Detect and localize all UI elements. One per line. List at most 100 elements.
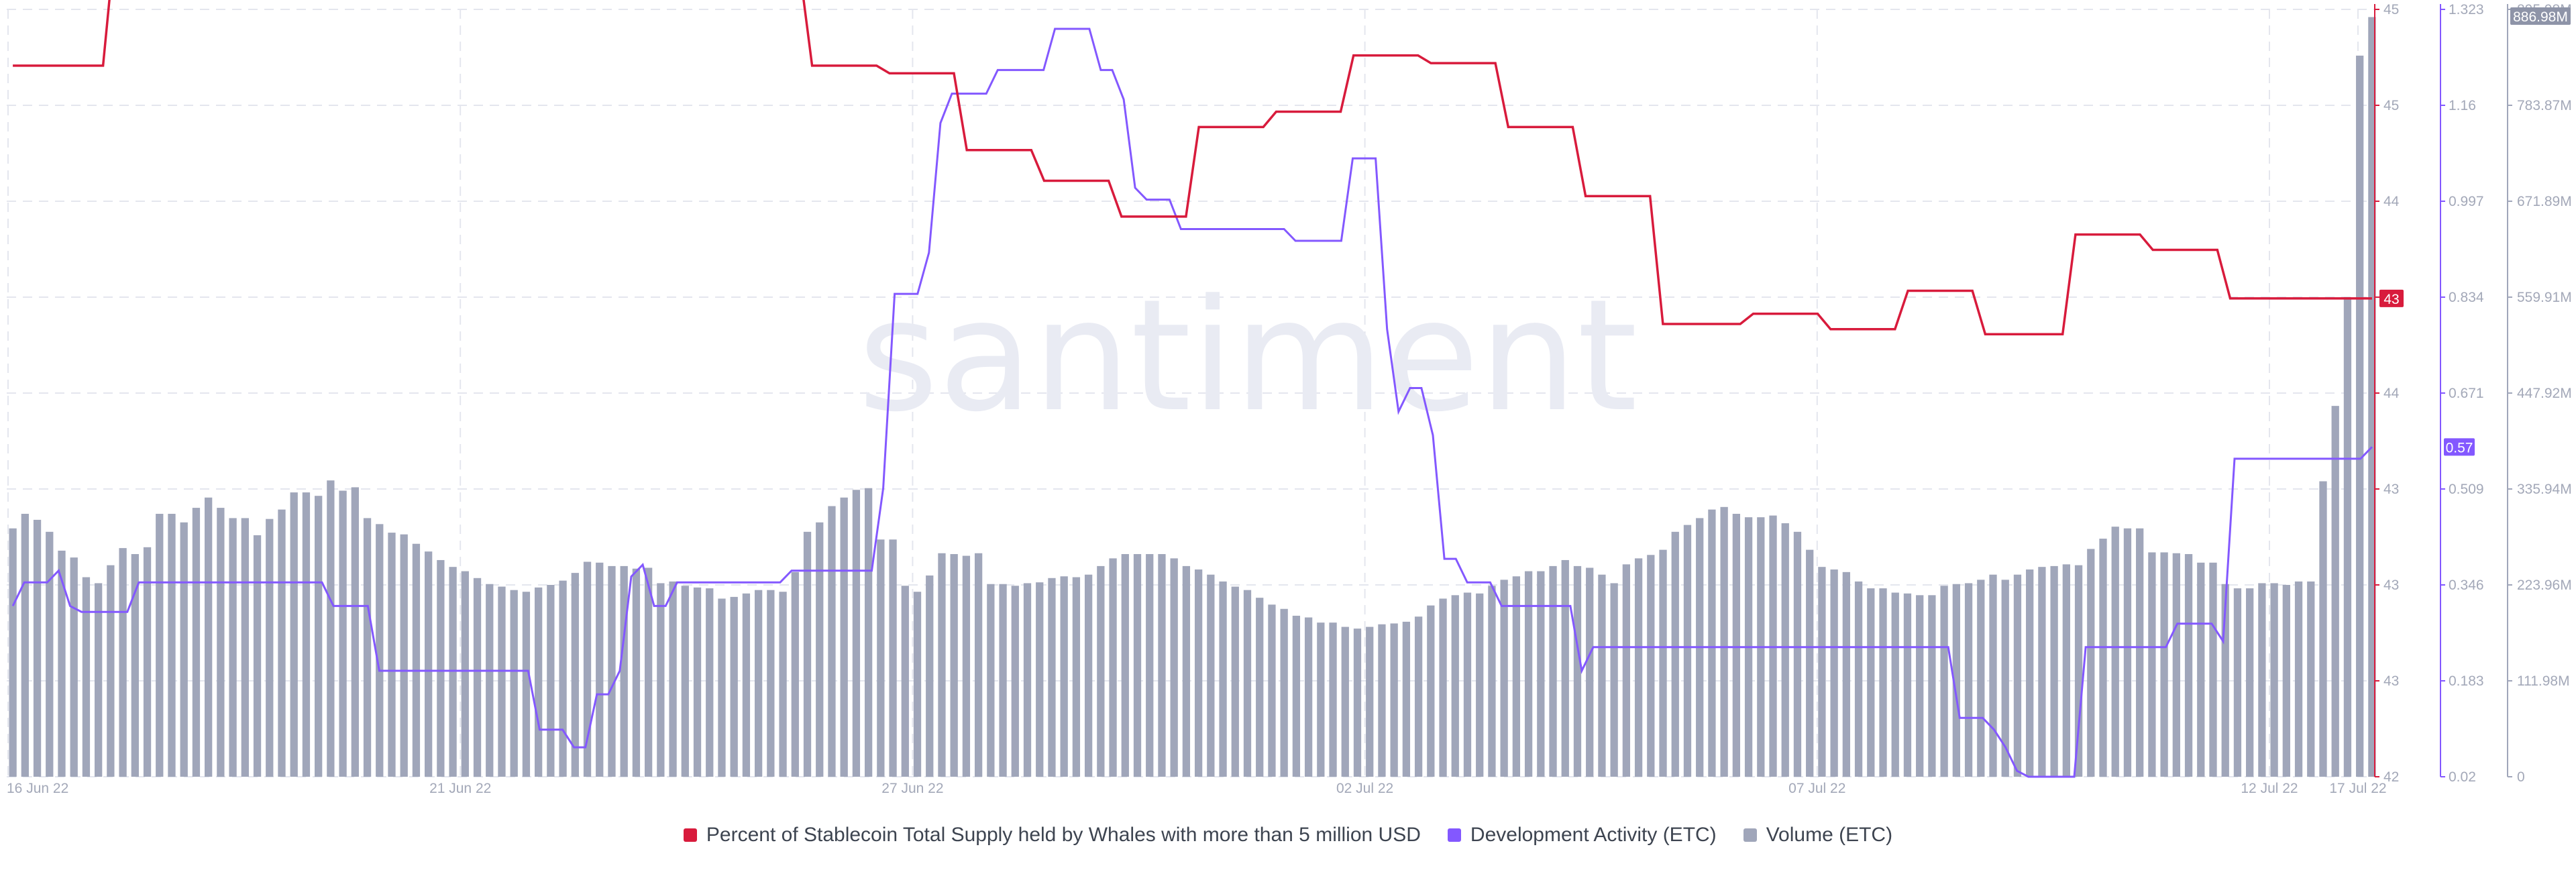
volume-bar	[400, 534, 408, 777]
volume-bar	[2099, 539, 2107, 777]
volume-bar	[2221, 584, 2229, 777]
volume-bar	[2282, 584, 2290, 777]
volume-bar	[852, 490, 861, 777]
volume-bar	[2148, 552, 2156, 777]
volume-bar	[1463, 592, 1472, 777]
axes: 4545444444434343421.3231.160.9970.8340.6…	[2374, 2, 2572, 785]
volume-bar	[1427, 605, 1435, 777]
volume-bar	[779, 592, 787, 777]
volume-bar	[156, 514, 164, 777]
volume-bar	[2062, 564, 2070, 777]
watermark: santiment	[858, 267, 1638, 446]
volume-bar	[1940, 586, 1948, 777]
legend: Percent of Stablecoin Total Supply held …	[0, 824, 2576, 847]
whales-tick-label: 44	[2383, 386, 2400, 401]
volume-tick-label: 783.87M	[2517, 98, 2572, 113]
volume-bar	[1378, 624, 1386, 777]
volume-bar	[388, 533, 396, 777]
volume-bar	[1683, 525, 1692, 777]
volume-bar	[253, 535, 262, 777]
x-tick-label: 16 Jun 22	[7, 781, 68, 796]
volume-bar	[2343, 296, 2352, 777]
legend-item-volume[interactable]: Volume (ETC)	[1743, 824, 1892, 847]
volume-bar	[143, 547, 152, 777]
volume-bar	[1977, 580, 1985, 777]
volume-bar	[95, 583, 103, 777]
volume-bar	[791, 571, 799, 777]
volume-bar	[816, 522, 824, 777]
volume-bar	[1842, 571, 1851, 777]
volume-bar	[1146, 554, 1154, 777]
volume-bar	[1292, 615, 1301, 777]
last-value-badges: 43 0.57 886.98M	[2379, 7, 2571, 456]
volume-bar	[1659, 549, 1667, 777]
volume-bar	[1402, 621, 1411, 777]
volume-bar	[938, 553, 946, 777]
volume-bar	[180, 522, 188, 777]
volume-bar	[1256, 598, 1264, 777]
volume-bar	[9, 528, 17, 777]
volume-bar	[1366, 626, 1374, 777]
volume-bar	[1867, 588, 1875, 777]
volume-bar	[2233, 588, 2242, 777]
volume-bar	[1854, 581, 1863, 777]
volume-bar	[2258, 583, 2266, 777]
volume-bar	[1194, 569, 1203, 777]
whales-tick-label: 43	[2383, 673, 2399, 689]
volume-bar	[339, 490, 347, 777]
volume-bar	[1549, 565, 1557, 777]
volume-bar	[1207, 574, 1215, 777]
volume-bar	[278, 509, 286, 777]
volume-bar	[1537, 571, 1545, 777]
x-tick-label: 21 Jun 22	[429, 781, 491, 796]
volume-bar	[2331, 406, 2339, 777]
volume-bar	[608, 565, 616, 777]
whales-tick-label: 45	[2383, 98, 2399, 113]
volume-bar	[620, 565, 628, 777]
volume-bar	[192, 508, 201, 777]
volume-bar	[742, 593, 751, 777]
volume-tick-label: 447.92M	[2517, 386, 2572, 401]
dev-tick-label: 0.02	[2449, 769, 2476, 785]
volume-bar	[864, 488, 873, 777]
volume-bar	[1011, 586, 1019, 777]
dev-tick-label: 0.346	[2449, 578, 2484, 593]
volume-bar	[1268, 604, 1276, 777]
dev-tick-label: 1.323	[2449, 2, 2484, 17]
volume-bar	[913, 592, 922, 777]
legend-item-whales[interactable]: Percent of Stablecoin Total Supply held …	[683, 824, 1421, 847]
dev-tick-label: 0.671	[2449, 386, 2484, 401]
volume-bar	[1451, 595, 1459, 777]
volume-bar	[1121, 554, 1129, 777]
volume-bar	[1500, 580, 1508, 777]
volume-bar	[1634, 558, 1643, 777]
volume-bar	[1952, 584, 1961, 777]
volume-bar	[1708, 509, 1716, 777]
volume-bar	[1524, 571, 1533, 777]
legend-item-dev[interactable]: Development Activity (ETC)	[1447, 824, 1717, 847]
volume-bar	[315, 496, 323, 777]
volume-bar	[1023, 583, 1032, 777]
volume-bar	[534, 587, 543, 777]
volume-bar	[1109, 558, 1117, 777]
volume-bar	[1158, 554, 1166, 777]
volume-bar	[2001, 580, 2009, 777]
volume-bar	[987, 584, 995, 777]
volume-bar	[1231, 586, 1239, 777]
volume-bar	[828, 506, 836, 777]
volume-tick-label: 111.98M	[2517, 673, 2570, 689]
volume-bar	[803, 531, 812, 777]
volume-bar	[2307, 581, 2315, 777]
volume-bar	[706, 588, 714, 777]
volume-bar	[1830, 569, 1838, 777]
volume-bar	[33, 519, 42, 777]
dev-last-badge	[2444, 438, 2475, 456]
volume-bar	[266, 519, 274, 777]
volume-bar	[1439, 598, 1447, 777]
volume-bar	[522, 592, 531, 777]
volume-bar	[1304, 617, 1313, 777]
volume-bar	[1182, 565, 1191, 777]
volume-bar	[1048, 578, 1056, 777]
volume-bar	[449, 567, 457, 777]
